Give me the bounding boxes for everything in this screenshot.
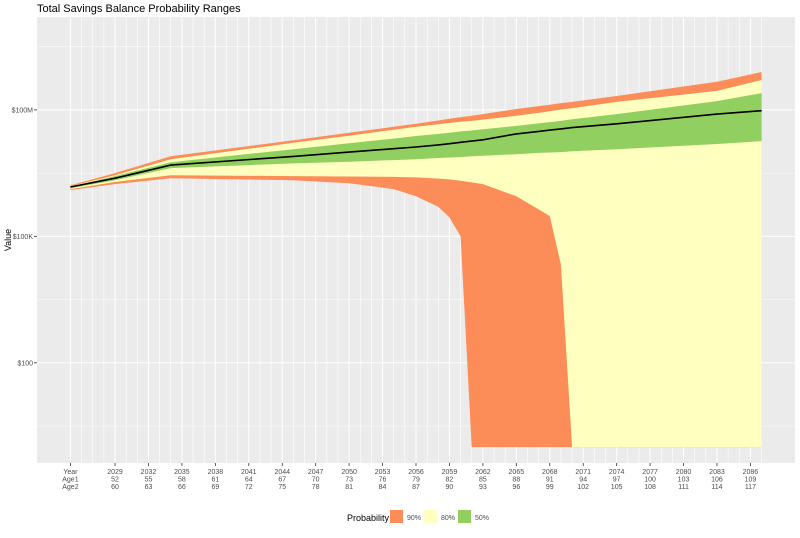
x-tick-label: 85 [479, 477, 487, 484]
x-tick-label: 58 [178, 477, 186, 484]
x-tick-label: 2059 [442, 469, 458, 476]
x-tick-label: 69 [211, 484, 219, 491]
median-line-group [70, 109, 762, 188]
x-tick-label: 84 [379, 484, 387, 491]
x-tick-label: 100 [644, 477, 656, 484]
x-tick-label: 2032 [141, 469, 157, 476]
x-tick-label: Year [63, 469, 78, 476]
x-tick-label: 2083 [709, 469, 725, 476]
probability-bands [70, 72, 762, 448]
x-tick-label: 117 [745, 484, 756, 491]
x-tick-label: 76 [379, 477, 387, 484]
x-tick-label: 2068 [542, 469, 558, 476]
legend: Probability 90% 80% 50% [347, 510, 489, 523]
x-tick-label: 61 [211, 477, 219, 484]
x-tick-label: 2053 [375, 469, 391, 476]
x-tick-label: 105 [611, 484, 623, 491]
x-tick-label: 2047 [308, 469, 324, 476]
legend-title: Probability [347, 513, 390, 523]
x-tick-label: 2062 [475, 469, 491, 476]
x-tick-label: 2050 [341, 469, 357, 476]
x-tick-label: 60 [111, 484, 119, 491]
x-tick-label: 108 [644, 484, 656, 491]
x-tick-label: 97 [613, 477, 621, 484]
x-tick-label: 75 [278, 484, 286, 491]
y-tick-label: $100M [12, 107, 34, 114]
x-tick-label: 106 [711, 477, 723, 484]
x-tick-label: 63 [145, 484, 153, 491]
legend-label: 50% [475, 515, 489, 522]
legend-swatch [390, 510, 403, 523]
x-tick-label: 87 [412, 484, 420, 491]
x-tick-label: 2041 [241, 469, 257, 476]
x-tick-label: 103 [678, 477, 690, 484]
x-tick-label: 82 [446, 477, 454, 484]
x-tick-label: 2071 [575, 469, 591, 476]
x-tick-label: 64 [245, 477, 253, 484]
x-tick-label: 93 [479, 484, 487, 491]
x-tick-label: 73 [345, 477, 353, 484]
legend-label: 90% [407, 515, 421, 522]
y-axis-label: Value [3, 229, 13, 251]
y-axis: $100 $100K $100M [12, 107, 37, 367]
x-tick-label: 90 [446, 484, 454, 491]
x-tick-label: 2029 [107, 469, 123, 476]
x-tick-label: 91 [546, 477, 554, 484]
legend-swatch [458, 510, 471, 523]
x-tick-label: 2065 [509, 469, 525, 476]
x-tick-label: 2077 [642, 469, 658, 476]
x-tick-label: 96 [512, 484, 520, 491]
x-tick-label: 70 [312, 477, 320, 484]
x-tick-label: 109 [745, 477, 757, 484]
x-tick-label: 2056 [408, 469, 424, 476]
legend-label: 80% [441, 515, 455, 522]
band-80pct [70, 80, 762, 448]
x-tick-label: 88 [512, 477, 520, 484]
x-tick-label: 94 [579, 477, 587, 484]
x-tick-label: 79 [412, 477, 420, 484]
x-tick-label: 2035 [174, 469, 190, 476]
x-tick-label: 2086 [743, 469, 759, 476]
x-tick-label: Age1 [62, 477, 78, 484]
y-tick-label: $100K [13, 234, 34, 241]
x-tick-label: 78 [312, 484, 320, 491]
y-tick-label: $100 [17, 360, 33, 367]
x-tick-label: 99 [546, 484, 554, 491]
x-tick-label: 52 [111, 477, 119, 484]
x-tick-label: 66 [178, 484, 186, 491]
legend-swatch [424, 510, 437, 523]
x-tick-label: 111 [678, 484, 689, 491]
band-50pct [70, 93, 762, 189]
x-tick-label: 2080 [676, 469, 692, 476]
chart-title: Total Savings Balance Probability Ranges [37, 3, 241, 15]
x-tick-label: 2044 [274, 469, 290, 476]
x-tick-label: 67 [278, 477, 286, 484]
x-tick-label: Age2 [62, 484, 78, 491]
x-tick-label: 81 [345, 484, 353, 491]
x-tick-label: 114 [711, 484, 722, 491]
x-tick-label: 55 [145, 477, 153, 484]
x-tick-label: 2038 [208, 469, 224, 476]
x-tick-label: 102 [577, 484, 589, 491]
x-tick-label: 72 [245, 484, 253, 491]
x-tick-label: 2074 [609, 469, 625, 476]
median-line [70, 109, 762, 188]
